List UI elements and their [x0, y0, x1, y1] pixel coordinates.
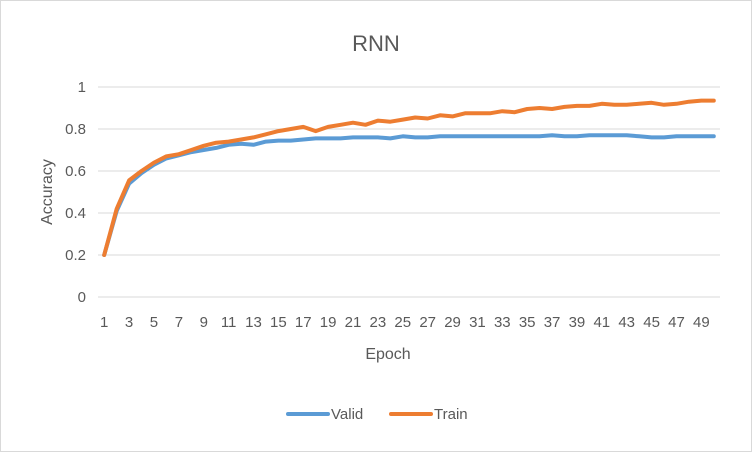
x-tick-label: 35: [519, 314, 536, 331]
legend-label: Valid: [331, 406, 363, 423]
y-tick-label: 0.6: [65, 163, 86, 180]
x-tick-label: 19: [320, 314, 337, 331]
series-lines: [102, 98, 716, 257]
x-axis-title: Epoch: [365, 346, 410, 363]
x-tick-label: 17: [295, 314, 312, 331]
x-tick-label: 13: [245, 314, 262, 331]
x-tick-label: 43: [618, 314, 635, 331]
y-tick-label: 1: [78, 79, 86, 96]
y-tick-label: 0: [78, 289, 86, 306]
x-tick-label: 3: [125, 314, 133, 331]
x-tick-label: 21: [345, 314, 362, 331]
x-tick-labels: 1 3 5 7 9 11 13 15 17 19 21 23 25 27 29 31 33 35 37 39 41 43 4…: [100, 314, 710, 331]
legend: Valid Train: [286, 406, 468, 423]
series-line-train: [102, 98, 716, 257]
x-tick-label: 33: [494, 314, 511, 331]
gridlines: [98, 86, 720, 298]
x-tick-label: 37: [544, 314, 561, 331]
legend-item-valid: Valid: [286, 406, 363, 423]
x-tick-label: 49: [693, 314, 710, 331]
x-tick-label: 15: [270, 314, 287, 331]
series-line-valid: [102, 133, 716, 257]
y-tick-label: 0.4: [65, 205, 86, 222]
x-tick-label: 39: [569, 314, 586, 331]
x-tick-label: 27: [419, 314, 436, 331]
legend-item-train: Train: [389, 406, 468, 423]
x-tick-label: 1: [100, 314, 108, 331]
x-tick-label: 41: [593, 314, 610, 331]
chart-title: RNN: [352, 31, 400, 56]
x-tick-label: 11: [221, 314, 237, 331]
y-axis-title: Accuracy: [39, 159, 56, 225]
legend-label: Train: [434, 406, 468, 423]
x-tick-label: 9: [200, 314, 208, 331]
x-tick-label: 45: [643, 314, 660, 331]
x-tick-label: 7: [175, 314, 183, 331]
y-tick-label: 0.2: [65, 247, 86, 264]
x-tick-label: 47: [668, 314, 685, 331]
x-tick-label: 29: [444, 314, 461, 331]
x-tick-label: 5: [150, 314, 158, 331]
y-tick-label: 0.8: [65, 121, 86, 138]
x-tick-label: 23: [370, 314, 387, 331]
y-tick-labels: 0 0.2 0.4 0.6 0.8 1: [65, 79, 86, 306]
x-tick-label: 25: [394, 314, 411, 331]
x-tick-label: 31: [469, 314, 486, 331]
